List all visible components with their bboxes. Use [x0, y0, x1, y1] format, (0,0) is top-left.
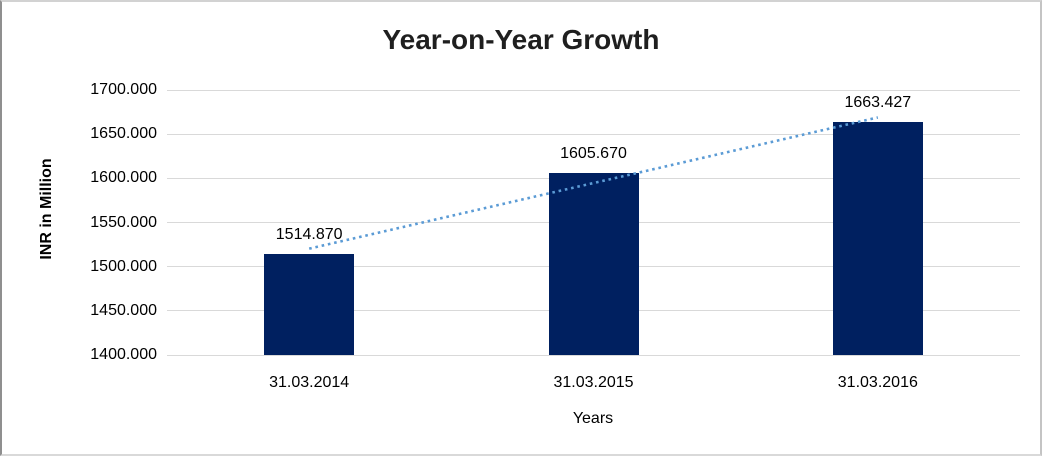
trendline: [308, 116, 879, 250]
gridline: [167, 89, 1020, 91]
gridline: [167, 354, 1020, 356]
x-tick-label: 31.03.2015: [553, 374, 634, 391]
bar-31.03.2014: [264, 253, 355, 355]
x-tick-label: 31.03.2014: [269, 374, 350, 391]
y-tick-label: 1700.000: [90, 81, 157, 98]
bar-31.03.2015: [548, 173, 639, 355]
bar-value-label: 1514.870: [275, 225, 343, 243]
gridline: [167, 133, 1020, 135]
bar-value-label: 1605.670: [560, 145, 627, 163]
y-tick-label: 1500.000: [90, 257, 157, 275]
x-axis-title: Years: [572, 410, 614, 427]
bar-31.03.2016: [832, 122, 923, 355]
y-tick-label: 1400.000: [90, 346, 157, 363]
chart-title: Year-on-Year Growth: [382, 24, 660, 55]
y-tick-label: 1600.000: [90, 169, 157, 187]
y-tick-label: 1650.000: [90, 125, 157, 143]
x-tick-label: 31.03.2016: [837, 374, 918, 391]
y-tick-label: 1550.000: [90, 213, 157, 231]
bar-value-label: 1663.427: [844, 94, 912, 112]
y-tick-label: 1450.000: [90, 301, 157, 319]
plot-area: 1514.870 1605.670 1663.427: [167, 89, 1020, 356]
